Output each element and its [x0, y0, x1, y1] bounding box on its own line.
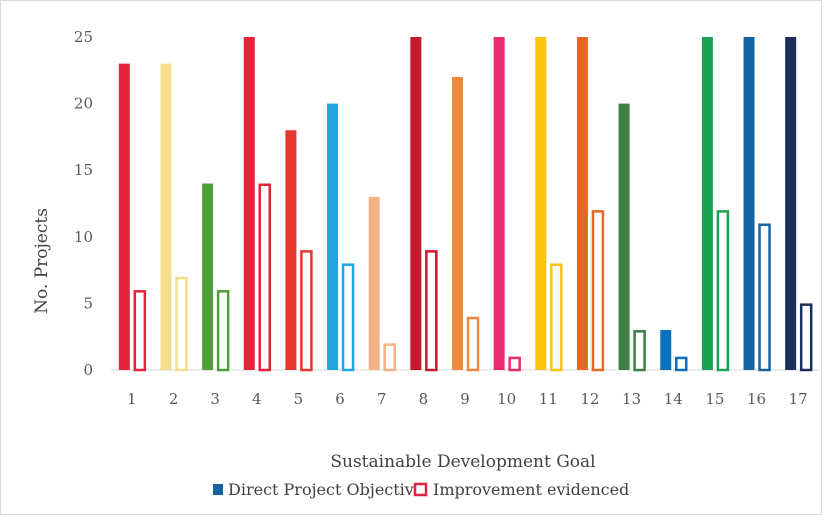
bar-improvement-evidenced [633, 330, 646, 372]
bar-improvement-evidenced [341, 263, 355, 372]
bar-improvement-evidenced [466, 316, 480, 372]
bar-direct-objective [118, 63, 130, 370]
y-tick-label: 5 [83, 294, 93, 312]
bar-improvement-evidenced [591, 210, 605, 372]
x-tick-label: 6 [335, 390, 345, 408]
legend-swatch-direct [213, 484, 223, 495]
y-tick-label: 10 [74, 228, 93, 246]
bar-direct-objective [327, 103, 339, 370]
x-tick-label: 1 [127, 390, 137, 408]
bar-improvement-evidenced [300, 250, 313, 372]
bar-direct-objective [701, 37, 713, 370]
legend-label-improvement: Improvement evidenced [433, 480, 629, 499]
bar-direct-objective [368, 196, 380, 370]
y-axis-ticks: 0 5 10 15 20 25 [74, 28, 93, 379]
x-tick-label: 11 [539, 390, 558, 408]
bar-improvement-evidenced [216, 290, 230, 372]
bars [118, 37, 813, 372]
x-tick-label: 5 [294, 390, 304, 408]
bar-direct-objective [410, 37, 422, 370]
x-tick-label: 13 [622, 390, 641, 408]
x-tick-label: 10 [497, 390, 516, 408]
x-tick-label: 9 [460, 390, 470, 408]
x-tick-label: 15 [705, 390, 724, 408]
x-tick-label: 8 [419, 390, 429, 408]
bar-improvement-evidenced [674, 356, 688, 372]
bar-improvement-evidenced [175, 276, 188, 372]
x-tick-label: 3 [210, 390, 220, 408]
bar-direct-objective [618, 103, 630, 370]
y-axis-title: No. Projects [32, 208, 52, 314]
bar-direct-objective [493, 37, 505, 370]
bar-improvement-evidenced [758, 223, 771, 372]
y-tick-label: 25 [74, 28, 93, 46]
bar-direct-objective [243, 37, 255, 370]
bar-direct-objective [202, 183, 214, 370]
x-axis-title: Sustainable Development Goal [330, 452, 595, 472]
bar-direct-objective [785, 37, 797, 370]
x-axis-ticks: 1 2 3 4 5 6 7 8 9 10 11 12 13 14 15 16 17 [127, 390, 808, 408]
x-tick-label: 14 [664, 390, 683, 408]
bar-improvement-evidenced [508, 356, 521, 372]
bar-improvement-evidenced [258, 183, 272, 372]
x-tick-label: 7 [377, 390, 387, 408]
bar-direct-objective [285, 130, 297, 370]
x-tick-label: 4 [252, 390, 262, 408]
bar-improvement-evidenced [383, 343, 396, 372]
y-tick-label: 0 [83, 361, 93, 379]
legend: Direct Project Objective Improvement evi… [213, 480, 629, 499]
bar-direct-objective [743, 37, 755, 370]
y-tick-label: 20 [74, 95, 93, 113]
bar-direct-objective [576, 37, 588, 370]
x-tick-label: 2 [169, 390, 179, 408]
bar-improvement-evidenced [425, 250, 438, 372]
x-tick-label: 12 [580, 390, 599, 408]
bar-direct-objective [660, 330, 672, 370]
legend-swatch-improvement [413, 482, 428, 497]
bar-improvement-evidenced [133, 290, 147, 372]
bar-improvement-evidenced [550, 263, 563, 372]
x-tick-label: 17 [789, 390, 808, 408]
bar-direct-objective [535, 37, 547, 370]
y-tick-label: 15 [74, 161, 93, 179]
legend-label-direct: Direct Project Objective [228, 480, 423, 499]
bar-improvement-evidenced [799, 303, 813, 372]
bar-direct-objective [160, 63, 172, 370]
x-tick-label: 16 [747, 390, 766, 408]
bar-improvement-evidenced [716, 210, 730, 372]
bar-direct-objective [452, 76, 463, 371]
